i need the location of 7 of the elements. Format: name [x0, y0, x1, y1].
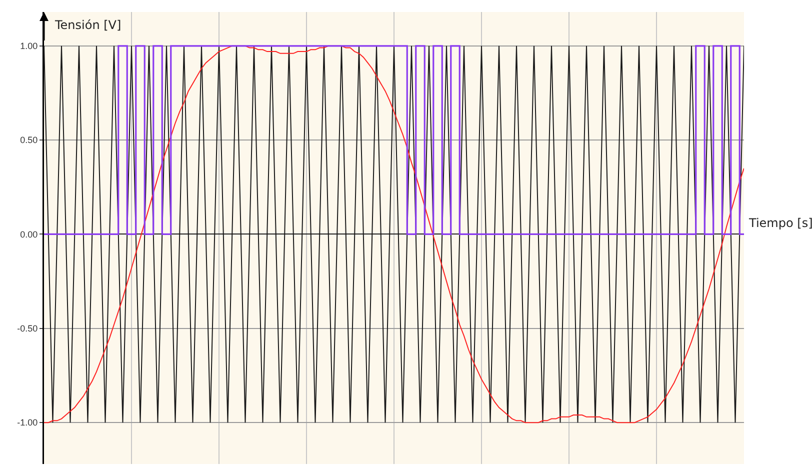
y-axis-title: Tensión [V]	[54, 18, 122, 32]
y-tick-label: 1.00	[20, 41, 38, 52]
y-tick-label: 0.50	[20, 135, 38, 146]
y-tick-label: -0.50	[17, 324, 38, 334]
y-tick-label: 0.00	[20, 229, 38, 240]
x-axis-title: Tiempo [s]	[748, 216, 812, 230]
y-tick-label: -1.00	[17, 418, 38, 428]
